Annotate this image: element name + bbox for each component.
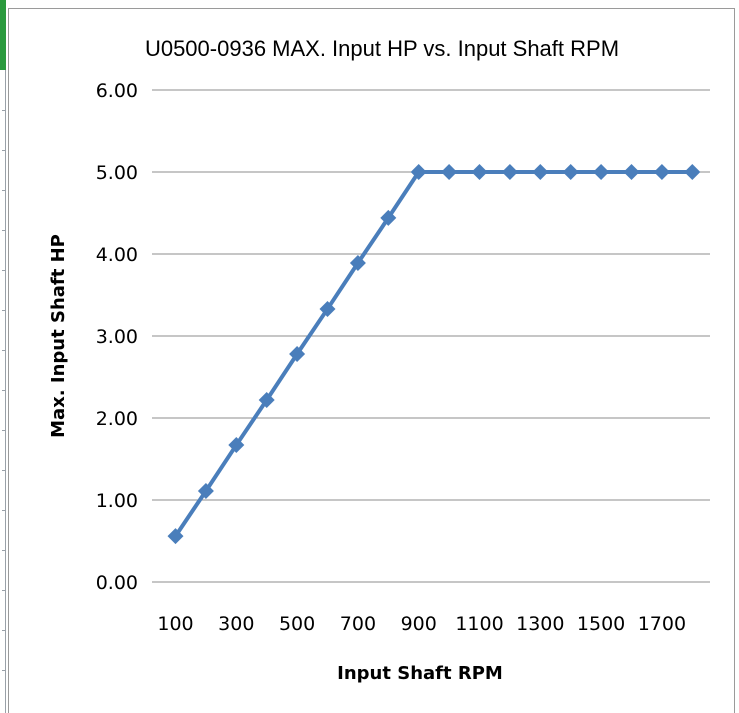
data-point-marker [319,300,336,317]
series-line [173,170,693,538]
x-tick-label: 700 [340,613,376,635]
gridlines [152,89,710,583]
x-tick-label: 900 [401,613,437,635]
y-axis-title: Max. Input Shaft HP [48,234,69,438]
y-axis-ticks: 0.00 1.00 2.00 3.00 4.00 5.00 6.00 [96,80,138,594]
series-polyline [173,170,693,538]
data-point-marker [593,164,610,180]
data-point-marker [501,164,518,180]
x-tick-label: 300 [218,613,254,635]
x-axis-ticks: 100 300 500 700 900 1100 1300 1500 1700 [157,613,686,635]
chart-area [8,8,735,713]
left-tick-marks [0,0,6,713]
x-tick-label: 1300 [516,613,564,635]
y-tick-label: 0.00 [96,572,138,594]
left-accent-tab [0,0,6,70]
data-point-marker [623,164,640,180]
chart-title: U0500-0936 MAX. Input HP vs. Input Shaft… [145,36,619,61]
data-point-marker [349,255,366,272]
data-point-marker [289,346,306,363]
y-tick-label: 5.00 [96,162,138,184]
x-tick-label: 500 [279,613,315,635]
data-point-marker [410,164,427,180]
data-point-marker [197,482,214,499]
data-point-marker [532,164,549,180]
y-tick-label: 6.00 [96,80,138,102]
x-tick-label: 1700 [638,613,686,635]
data-point-marker [228,437,245,454]
y-tick-label: 4.00 [96,244,138,266]
data-point-marker [653,164,670,180]
x-axis-title: Input Shaft RPM [337,663,503,684]
data-point-marker [258,391,275,408]
data-point-marker [380,209,397,226]
x-tick-label: 100 [157,613,193,635]
data-point-marker [562,164,579,180]
data-point-marker [441,164,458,180]
x-tick-label: 1100 [455,613,503,635]
x-tick-label: 1500 [577,613,625,635]
data-point-marker [167,528,184,545]
y-tick-label: 3.00 [96,326,138,348]
y-tick-label: 2.00 [96,408,138,430]
data-point-marker [684,164,701,180]
y-tick-label: 1.00 [96,490,138,512]
left-border [5,0,6,713]
series-markers [167,164,701,545]
data-point-marker [471,164,488,180]
